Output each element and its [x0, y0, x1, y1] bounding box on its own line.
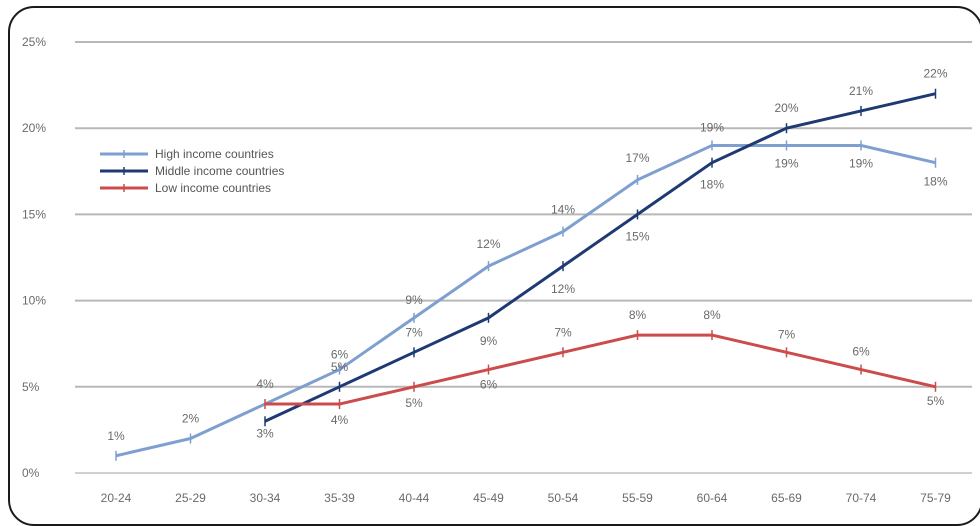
data-label: 4% [256, 377, 274, 391]
data-label: 9% [480, 334, 498, 348]
data-label: 19% [774, 156, 798, 170]
data-label: 4% [331, 413, 349, 427]
data-label: 18% [700, 178, 724, 192]
x-tick-label: 65-69 [771, 491, 802, 505]
data-label: 5% [927, 394, 945, 408]
x-tick-label: 50-54 [548, 491, 579, 505]
data-label: 8% [703, 308, 721, 322]
legend-label: High income countries [155, 147, 274, 161]
data-label: 19% [849, 156, 873, 170]
x-axis-ticks: 20-24 25-29 30-34 35-39 40-44 45-49 50-54 55-59… [101, 491, 952, 505]
x-tick-label: 20-24 [101, 491, 132, 505]
data-label: 5% [331, 360, 349, 374]
series-line-2 [265, 333, 936, 406]
series-lines [115, 88, 937, 461]
data-labels: 1% 2% 6% 9% 12% 14% 17% 19% 19% 19% 18% 3% 5% 7% 9% 12%… [107, 67, 948, 443]
data-label: 2% [182, 412, 200, 426]
x-tick-label: 55-59 [622, 491, 653, 505]
data-label: 12% [476, 237, 500, 251]
data-label: 18% [923, 175, 947, 189]
data-label: 15% [625, 229, 649, 243]
data-label: 9% [405, 293, 423, 307]
x-tick-label: 70-74 [846, 491, 877, 505]
data-label: 6% [331, 348, 349, 362]
y-tick-label: 20% [22, 121, 46, 135]
y-tick-label: 5% [22, 380, 40, 394]
series-line-1 [264, 92, 936, 423]
data-label: 1% [107, 429, 125, 443]
x-tick-label: 75-79 [920, 491, 951, 505]
data-label: 7% [778, 327, 796, 341]
data-label: 12% [551, 282, 575, 296]
x-tick-label: 35-39 [324, 491, 355, 505]
data-label: 19% [700, 120, 724, 134]
legend-label: Middle income countries [155, 164, 284, 178]
data-label: 7% [405, 325, 423, 339]
data-label: 21% [849, 84, 873, 98]
data-label: 5% [405, 396, 423, 410]
data-label: 17% [625, 151, 649, 165]
data-label: 20% [774, 101, 798, 115]
x-tick-label: 40-44 [399, 491, 430, 505]
x-tick-label: 60-64 [697, 491, 728, 505]
x-tick-label: 30-34 [250, 491, 281, 505]
legend-label: Low income countries [155, 181, 271, 195]
y-tick-label: 15% [22, 207, 46, 221]
y-tick-label: 10% [22, 294, 46, 308]
data-label: 7% [554, 325, 572, 339]
data-label: 3% [256, 426, 274, 440]
chart-frame [8, 6, 980, 526]
data-label: 14% [551, 203, 575, 217]
data-label: 6% [852, 345, 870, 359]
y-axis-ticks: 0% 5% 10% 15% 20% 25% [22, 35, 46, 480]
x-tick-label: 45-49 [473, 491, 504, 505]
x-tick-label: 25-29 [175, 491, 206, 505]
legend: High income countries Middle income count… [100, 147, 284, 195]
data-label: 6% [480, 378, 498, 392]
gridlines [75, 41, 972, 474]
y-tick-label: 25% [22, 35, 46, 49]
line-chart: 0% 5% 10% 15% 20% 25% 20-24 25-29 30-34 35-39 40-… [22, 35, 972, 505]
data-label: 22% [923, 67, 947, 81]
data-label: 8% [629, 308, 647, 322]
y-tick-label: 0% [22, 466, 40, 480]
